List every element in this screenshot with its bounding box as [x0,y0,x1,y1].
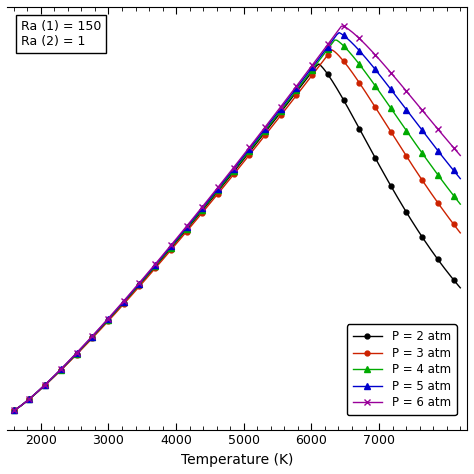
P = 5 atm [457,176,463,182]
P = 2 atm [437,260,443,265]
P = 6 atm [421,110,427,116]
P = 5 atm [11,408,17,413]
P = 5 atm [29,394,35,400]
P = 2 atm [11,408,17,413]
P = 3 atm [130,291,136,297]
P = 6 atm [341,23,346,29]
P = 4 atm [437,175,443,181]
P = 3 atm [29,394,35,400]
P = 4 atm [421,154,427,159]
P = 6 atm [94,328,100,334]
P = 4 atm [11,408,17,413]
P = 3 atm [421,181,427,186]
Line: P = 6 atm: P = 6 atm [10,23,464,414]
P = 3 atm [457,230,463,236]
P = 2 atm [94,330,100,336]
X-axis label: Temperature (K): Temperature (K) [181,453,293,467]
P = 6 atm [130,288,136,293]
P = 4 atm [94,329,100,335]
P = 2 atm [421,237,427,243]
P = 5 atm [336,30,342,36]
P = 5 atm [38,386,44,392]
P = 6 atm [457,153,463,158]
P = 2 atm [130,290,136,296]
P = 4 atm [29,394,35,400]
P = 2 atm [29,394,35,400]
P = 2 atm [316,61,322,67]
P = 5 atm [437,151,443,156]
Line: P = 2 atm: P = 2 atm [11,62,463,413]
P = 6 atm [437,129,443,135]
P = 5 atm [421,130,427,136]
P = 4 atm [332,37,337,43]
Line: P = 4 atm: P = 4 atm [11,37,463,413]
P = 4 atm [38,386,44,392]
P = 3 atm [38,386,44,392]
P = 6 atm [11,408,17,413]
P = 3 atm [437,203,443,209]
P = 4 atm [130,289,136,295]
Legend: P = 2 atm, P = 3 atm, P = 4 atm, P = 5 atm, P = 6 atm: P = 2 atm, P = 3 atm, P = 4 atm, P = 5 a… [346,324,456,415]
P = 4 atm [457,201,463,207]
P = 3 atm [94,330,100,336]
P = 2 atm [457,285,463,291]
P = 5 atm [94,329,100,335]
Text: Ra (1) = 150
Ra (2) = 1: Ra (1) = 150 Ra (2) = 1 [21,19,101,47]
P = 3 atm [11,408,17,413]
P = 6 atm [29,394,35,400]
P = 2 atm [38,386,44,392]
Line: P = 3 atm: P = 3 atm [11,47,463,413]
P = 6 atm [38,386,44,392]
P = 5 atm [130,289,136,294]
Line: P = 5 atm: P = 5 atm [11,30,463,413]
P = 3 atm [329,47,335,53]
